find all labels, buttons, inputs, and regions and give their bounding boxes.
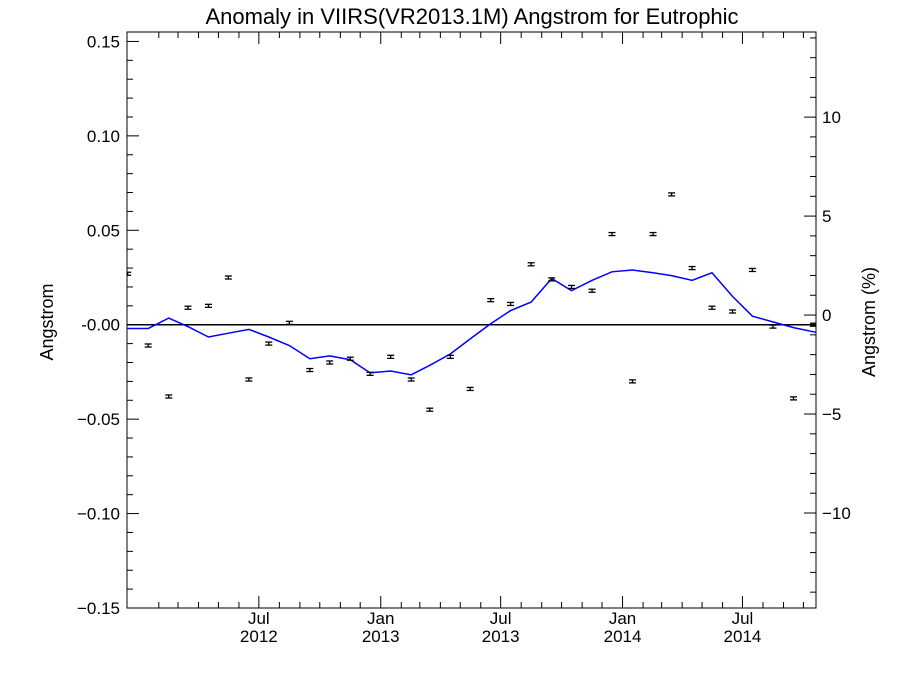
data-point [366,371,374,376]
data-point [568,284,576,290]
data-point [608,231,616,237]
data-point [224,275,232,280]
y-tick-label-right: −5 [822,405,841,424]
chart-title: Anomaly in VIIRS(VR2013.1M) Angstrom for… [205,4,738,29]
x-tick-label-month: Jan [367,609,394,628]
data-point [487,298,495,303]
plot-axes: −0.15 −0.10 −0.05 -0.00 0.05 0.10 0.15 −10 −5 0 5 1… [77,31,851,646]
y-tick-label-right: 0 [822,306,831,325]
y-tick-label-left: 0.15 [87,32,120,51]
x-tick-label-year: 2014 [724,627,762,646]
x-tick-label-year: 2013 [482,627,520,646]
data-point [809,322,816,327]
x-tick-label-month: Jul [732,609,754,628]
data-point [346,356,354,361]
data-point [245,377,253,382]
data-point [628,379,636,384]
y-tick-label-left: −0.15 [77,599,120,618]
x-tick-label-month: Jul [248,609,270,628]
data-point [326,360,334,365]
data-point [688,265,696,271]
data-point [507,301,515,307]
data-point [127,271,132,276]
y-tick-label-left: 0.05 [87,221,120,240]
plot-frame [126,31,817,609]
data-point [204,303,212,308]
x-tick-label-year: 2013 [362,627,400,646]
data-point [789,396,797,401]
y-tick-label-right: 10 [822,108,841,127]
data-point [588,288,596,293]
data-point [466,386,474,392]
data-point [548,277,556,282]
data-point [729,309,737,314]
data-point [407,377,415,382]
monthly-anomaly-series [127,192,816,412]
y-axis-label-left: Angstrom [37,283,57,360]
y-tick-label-left: −0.10 [77,505,120,524]
y-tick-label-right: −10 [822,504,851,523]
data-point [387,354,395,359]
data-point [426,407,434,412]
y-tick-label-left: −0.05 [77,410,120,429]
data-point [144,343,152,348]
smoothed-anomaly-line [127,269,817,376]
smoothed-anomaly-series [127,269,817,376]
x-tick-label-year: 2014 [604,627,642,646]
data-point [184,305,192,310]
x-tick-label-month: Jul [490,609,512,628]
y-axis-label-right: Angstrom (%) [859,267,879,377]
data-point [649,231,657,237]
data-point [265,341,273,346]
data-point [527,262,535,267]
y-tick-label-right: 5 [822,207,831,226]
x-tick-label-year: 2012 [240,627,278,646]
data-point [748,267,756,273]
x-tick-label-month: Jan [609,609,636,628]
data-point [446,354,454,359]
data-point [306,367,314,373]
y-tick-label-left: 0.10 [87,127,120,146]
data-point [285,320,293,325]
data-point [165,394,173,399]
y-tick-label-left: -0.00 [81,316,120,335]
data-point [708,305,716,310]
data-point [668,192,676,197]
data-point [769,324,777,329]
